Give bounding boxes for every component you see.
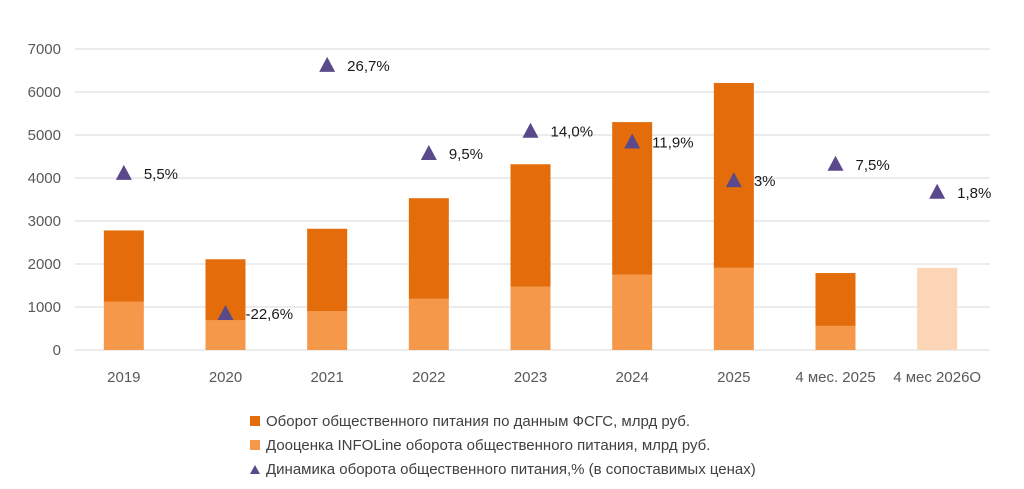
y-tick-label: 7000 bbox=[28, 41, 61, 58]
y-tick-label: 2000 bbox=[28, 256, 61, 273]
growth-marker-triangle bbox=[217, 305, 234, 321]
bar-fsgs bbox=[103, 230, 144, 302]
legend-item-infoline: Дооценка INFOLine оборота общественного … bbox=[250, 434, 970, 456]
legend-swatch-fsgs bbox=[250, 416, 260, 426]
bar-infoline bbox=[307, 311, 348, 350]
bar-fsgs bbox=[815, 273, 856, 326]
y-tick-label: 4000 bbox=[28, 170, 61, 187]
bar-infoline bbox=[612, 274, 653, 350]
x-tick-label: 2019 bbox=[107, 369, 140, 386]
bar-infoline bbox=[510, 286, 551, 350]
legend: Оборот общественного питания по данным Ф… bbox=[250, 410, 970, 482]
legend-triangle-icon bbox=[250, 464, 260, 474]
bars bbox=[103, 82, 958, 350]
y-tick-label: 3000 bbox=[28, 213, 61, 230]
x-tick-label: 4 мес 2026О bbox=[893, 369, 981, 386]
growth-marker-triangle bbox=[624, 133, 641, 149]
bar-infoline bbox=[408, 298, 449, 350]
growth-marker-triangle bbox=[319, 56, 336, 72]
bar-infoline bbox=[205, 320, 246, 350]
legend-item-dynamics: Динамика оборота общественного питания,%… bbox=[250, 458, 970, 480]
growth-data-label: 3% bbox=[754, 173, 776, 190]
growth-marker-triangle bbox=[725, 172, 742, 188]
growth-data-label: 5,5% bbox=[144, 166, 178, 183]
growth-data-label: 26,7% bbox=[347, 58, 390, 75]
growth-data-label: 1,8% bbox=[957, 185, 991, 202]
x-tick-label: 2023 bbox=[514, 369, 547, 386]
growth-data-label: 11,9% bbox=[652, 134, 693, 151]
bar-fsgs bbox=[510, 164, 551, 287]
growth-data-label: 14,0% bbox=[551, 124, 594, 141]
growth-marker-triangle bbox=[115, 164, 132, 180]
legend-label-infoline: Дооценка INFOLine оборота общественного … bbox=[266, 436, 711, 454]
x-tick-label: 2020 bbox=[209, 369, 242, 386]
growth-data-label: -22,6% bbox=[246, 306, 294, 323]
y-tick-label: 0 bbox=[53, 342, 61, 359]
x-tick-label: 2024 bbox=[615, 369, 648, 386]
x-axis: 2019 2020 2021 2022 2023 2024 2025 4 мес. 2025 4… bbox=[107, 369, 981, 386]
bar-infoline bbox=[917, 267, 958, 350]
y-axis: 0 1000 2000 3000 4000 5000 6000 7000 bbox=[28, 41, 61, 359]
legend-item-fsgs: Оборот общественного питания по данным Ф… bbox=[250, 410, 970, 432]
x-tick-label: 2021 bbox=[310, 369, 343, 386]
growth-marker-triangle bbox=[827, 155, 844, 171]
bar-fsgs bbox=[408, 198, 449, 299]
x-tick-label: 4 мес. 2025 bbox=[795, 369, 875, 386]
legend-swatch-infoline bbox=[250, 440, 260, 450]
x-tick-label: 2025 bbox=[717, 369, 750, 386]
bar-infoline bbox=[713, 267, 754, 350]
growth-data-label: 7,5% bbox=[856, 157, 890, 174]
bar-infoline bbox=[815, 325, 856, 350]
x-tick-label: 2022 bbox=[412, 369, 445, 386]
y-tick-label: 5000 bbox=[28, 127, 61, 144]
growth-markers: 5,5% -22,6% 26,7% 9,5% 14,0% 11,9% 3% 7,5% 1,8% bbox=[115, 56, 991, 323]
growth-marker-triangle bbox=[929, 183, 946, 199]
bar-fsgs bbox=[307, 228, 348, 312]
y-tick-label: 1000 bbox=[28, 299, 61, 316]
growth-marker-triangle bbox=[420, 145, 437, 161]
y-tick-label: 6000 bbox=[28, 84, 61, 101]
legend-label-dynamics: Динамика оборота общественного питания,%… bbox=[266, 460, 756, 478]
growth-data-label: 9,5% bbox=[449, 146, 483, 163]
legend-label-fsgs: Оборот общественного питания по данным Ф… bbox=[266, 412, 691, 430]
bar-infoline bbox=[103, 301, 144, 350]
growth-marker-triangle bbox=[522, 122, 539, 138]
